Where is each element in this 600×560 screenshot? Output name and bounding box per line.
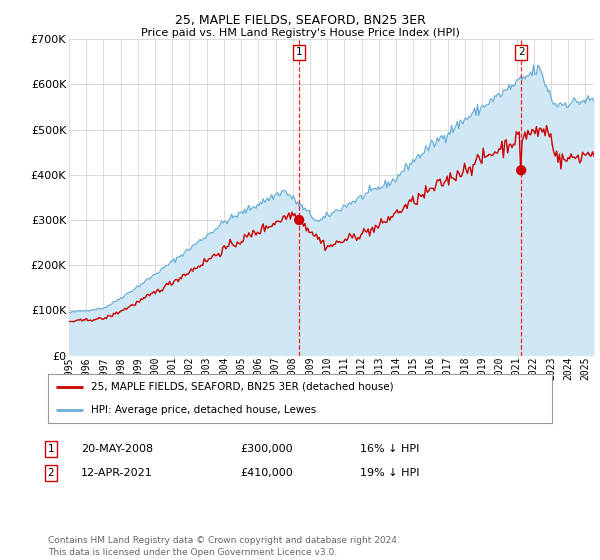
Text: 12-APR-2021: 12-APR-2021 (81, 468, 153, 478)
Text: HPI: Average price, detached house, Lewes: HPI: Average price, detached house, Lewe… (91, 405, 316, 416)
Text: 1: 1 (296, 47, 302, 57)
Text: 25, MAPLE FIELDS, SEAFORD, BN25 3ER (detached house): 25, MAPLE FIELDS, SEAFORD, BN25 3ER (det… (91, 382, 394, 392)
Point (295, 216, 304, 225)
Text: 2: 2 (47, 468, 55, 478)
Point (517, 166, 526, 175)
Text: 20-MAY-2008: 20-MAY-2008 (81, 444, 153, 454)
Text: 19% ↓ HPI: 19% ↓ HPI (360, 468, 419, 478)
Text: £300,000: £300,000 (240, 444, 293, 454)
Text: £410,000: £410,000 (240, 468, 293, 478)
Text: 16% ↓ HPI: 16% ↓ HPI (360, 444, 419, 454)
Text: 1: 1 (47, 444, 55, 454)
Text: 2: 2 (518, 47, 524, 57)
Text: Price paid vs. HM Land Registry's House Price Index (HPI): Price paid vs. HM Land Registry's House … (140, 28, 460, 38)
Text: 25, MAPLE FIELDS, SEAFORD, BN25 3ER: 25, MAPLE FIELDS, SEAFORD, BN25 3ER (175, 14, 425, 27)
Text: Contains HM Land Registry data © Crown copyright and database right 2024.
This d: Contains HM Land Registry data © Crown c… (48, 536, 400, 557)
